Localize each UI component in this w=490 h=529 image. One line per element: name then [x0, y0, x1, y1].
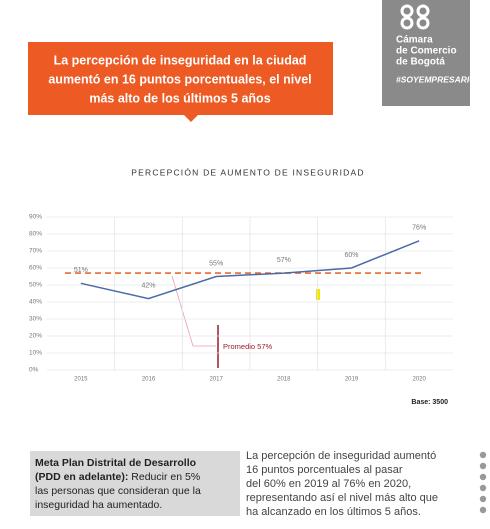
goal-bold: (PDD en adelante): [35, 471, 128, 483]
y-tick-label: 40% [29, 299, 42, 306]
y-tick-label: 0% [29, 367, 39, 374]
data-label: 60% [344, 252, 358, 259]
summary-line: La percepción de inseguridad aumentó [246, 450, 436, 462]
title-line: La percepción de inseguridad en la ciuda… [54, 53, 307, 67]
summary-line: del 60% en 2019 al 76% en 2020, [246, 478, 411, 490]
title-banner [28, 42, 333, 115]
y-tick-label: 60% [29, 265, 42, 272]
y-tick-label: 70% [29, 248, 42, 255]
x-tick-label: 2016 [142, 377, 156, 383]
y-tick-label: 50% [29, 282, 42, 289]
y-tick-label: 10% [29, 350, 42, 357]
x-tick-label: 2017 [209, 377, 223, 383]
y-tick-label: 20% [29, 333, 42, 340]
y-tick-label: 80% [29, 231, 42, 238]
data-label: 42% [141, 282, 155, 289]
x-tick-label: 2018 [277, 377, 291, 383]
goal-bold: Meta Plan Distrital de Desarrollo [35, 457, 196, 469]
title-line: aumentó en 16 puntos porcentuales, el ni… [48, 72, 311, 86]
goal-line: inseguridad ha aumentado. [35, 499, 162, 511]
x-tick-label: 2019 [345, 377, 359, 383]
data-label: 57% [277, 257, 291, 264]
x-tick-label: 2020 [412, 377, 426, 383]
logo-text: Cámara [396, 35, 433, 46]
logo-icon [400, 4, 430, 30]
data-line [80, 240, 420, 300]
goal-line: las personas que consideran que la [35, 485, 201, 497]
title-line: más alto de los últimos 5 años [89, 91, 270, 105]
summary-line: 16 puntos porcentuales al pasar [246, 464, 403, 476]
data-label: 51% [74, 267, 88, 274]
hashtag: #SOYEMPRESARIO [396, 74, 476, 84]
goal-line: Meta Plan Distrital de Desarrollo [35, 457, 196, 469]
average-label: Promedio 57% [223, 342, 273, 351]
social-icons [479, 451, 487, 514]
logo-text: de Bogotá [396, 57, 445, 68]
y-tick-label: 30% [29, 316, 42, 323]
x-tick-label: 2015 [74, 377, 88, 383]
goal-line: (PDD en adelante): Reducir en 5% [35, 471, 200, 483]
y-tick-label: 90% [29, 214, 42, 221]
goal-text: Reducir en 5% [131, 471, 200, 483]
logo-text: de Comercio [396, 46, 457, 57]
summary-line: representando así el nivel más alto que [246, 492, 438, 504]
data-label: 76% [412, 225, 426, 232]
banner-pointer [184, 115, 198, 122]
annotation-connector [171, 275, 216, 347]
summary-line: ha alcanzado en los últimos 5 años. [246, 506, 421, 518]
data-label: 55% [209, 260, 223, 267]
base-note: Base: 3500 [411, 399, 448, 406]
goal-box [30, 451, 240, 516]
chart-title: PERCEPCIÓN DE AUMENTO DE INSEGURIDAD [131, 167, 364, 177]
